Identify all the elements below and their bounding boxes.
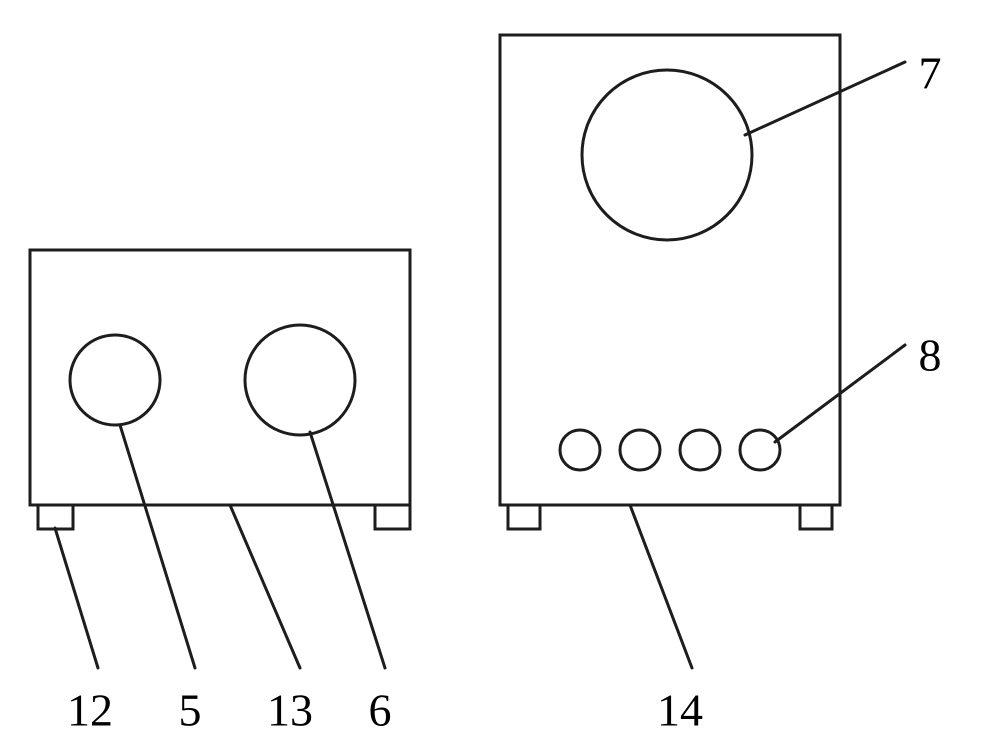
- label-12: 12: [67, 685, 113, 736]
- left-aperture-c6: [245, 325, 355, 435]
- left-foot-1: [375, 505, 410, 529]
- leader-13: [230, 505, 300, 668]
- right-small-hole-1: [620, 430, 660, 470]
- label-5: 5: [179, 685, 202, 736]
- right-foot-1: [800, 505, 832, 529]
- leader-5: [120, 425, 195, 668]
- right-foot-0: [508, 505, 540, 529]
- label-13: 13: [267, 685, 313, 736]
- left-foot-0: [38, 505, 73, 529]
- leader-6: [310, 432, 385, 668]
- right-small-hole-0: [560, 430, 600, 470]
- leader-12: [55, 528, 98, 668]
- labels: 5 6 7 8 12 13 14: [67, 48, 942, 736]
- label-8: 8: [919, 330, 942, 381]
- right-box-outline: [500, 35, 840, 505]
- leader-14: [630, 505, 692, 668]
- label-6: 6: [369, 685, 392, 736]
- label-14: 14: [657, 685, 703, 736]
- right-small-hole-3: [740, 430, 780, 470]
- right-module: [500, 35, 840, 529]
- left-box-outline: [30, 250, 410, 505]
- leader-lines: [55, 62, 905, 668]
- left-module: [30, 250, 410, 529]
- right-big-aperture: [582, 70, 752, 240]
- left-aperture-c5: [70, 335, 160, 425]
- leader-7: [745, 62, 905, 135]
- right-small-hole-2: [680, 430, 720, 470]
- label-7: 7: [919, 48, 942, 99]
